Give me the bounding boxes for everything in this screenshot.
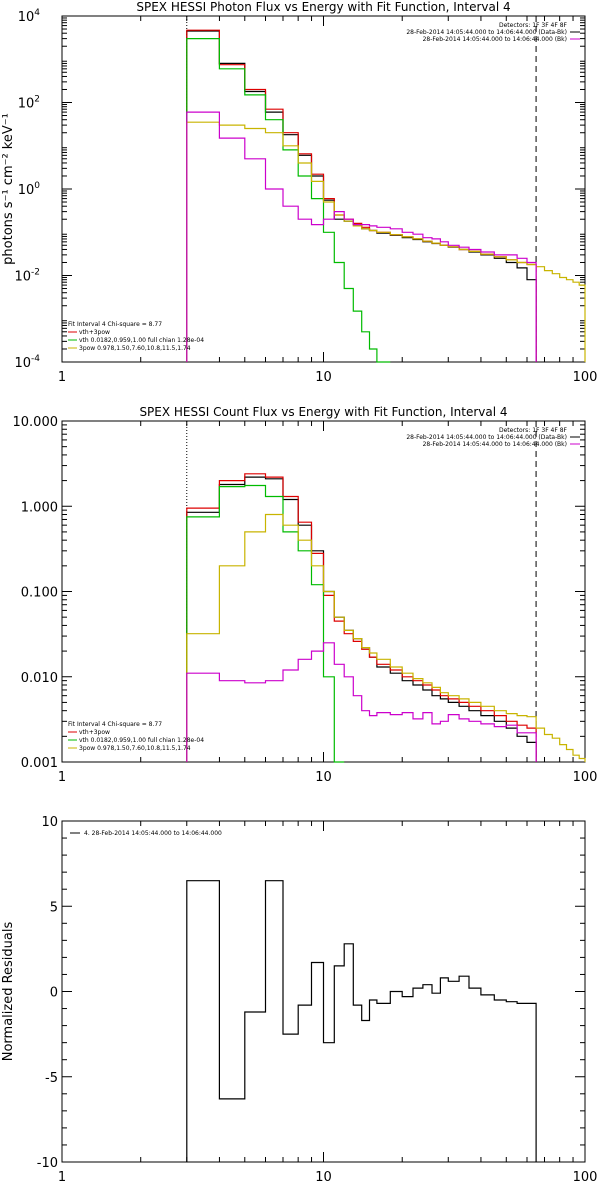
series-0-3-3pow (186, 121, 586, 362)
legend-bottom-left-0-3: 3pow 0.978,1.50,7.60,10.8,11.5,1.74 (79, 345, 191, 352)
x-tick-label-2-0: 1 (58, 1170, 66, 1185)
x-tick-label-1-2: 100 (573, 770, 598, 785)
y-tick-label-2-0: -10 (37, 1156, 58, 1171)
legend-bottom-left-1-1: vth+3pow (79, 729, 110, 736)
series-2-0-4-28-feb-2014-14-05-44-000-to-14-06-44-000 (186, 880, 537, 1162)
y-tick-exponent: -4 (31, 354, 40, 364)
series-1-3-3pow (186, 513, 586, 762)
y-tick-label-1-2: 0.100 (21, 586, 58, 601)
series-0-2-vth (186, 38, 391, 363)
chart-title-0: SPEX HESSI Photon Flux vs Energy with Fi… (136, 0, 510, 14)
y-tick-label-0-3: 102 (18, 95, 40, 112)
y-tick-label-0-2: 100 (18, 181, 41, 198)
y-tick-label-2-1: -5 (45, 1071, 58, 1086)
y-tick-exponent: 4 (34, 8, 40, 18)
series-1-0-data-bk (186, 476, 537, 762)
x-tick-label-2-2: 100 (573, 1170, 598, 1185)
series-1-1-vth-3pow (186, 473, 537, 762)
y-tick-label-0-4: 104 (18, 8, 41, 25)
series-0-4-bk (186, 111, 537, 362)
x-tick-label-1-1: 10 (315, 770, 332, 785)
legend-bottom-left-0-2: vth 0.0182,0.959,1.00 full chian 1.28e-0… (79, 337, 204, 344)
y-tick-exponent: 0 (34, 181, 40, 191)
legend-top-left-2-0: 4. 28-Feb-2014 14:05:44.000 to 14:06:44.… (84, 830, 222, 837)
legend-bottom-left-0-1: vth+3pow (79, 329, 110, 336)
legend-bottom-left-1-2: vth 0.0182,0.959,1.00 full chian 1.28e-0… (79, 737, 204, 744)
y-axis-label-0: photons s⁻¹ cm⁻² keV⁻¹ (1, 113, 16, 265)
y-tick-label-2-4: 10 (41, 815, 58, 830)
x-tick-label-0-0: 1 (58, 370, 66, 385)
y-tick-label-0-0: 10-4 (14, 354, 40, 371)
y-tick-label-0-1: 10-2 (14, 268, 40, 285)
series-1-4-bk (186, 642, 537, 762)
chart-title-1: SPEX HESSI Count Flux vs Energy with Fit… (139, 405, 507, 419)
x-tick-label-0-2: 100 (573, 370, 598, 385)
y-tick-label-1-3: 1.000 (21, 500, 58, 515)
legend-bottom-left-1-0: Fit Interval 4 Chi-square = 8.77 (68, 721, 162, 728)
legend-top-right-1-0: Detectors: 1F 3F 4F 8F (499, 427, 568, 434)
x-tick-label-1-0: 1 (58, 770, 66, 785)
legend-top-right-0-1: 28-Feb-2014 14:05:44.000 to 14:06:44.000… (406, 29, 567, 36)
legend-top-right-1-1: 28-Feb-2014 14:05:44.000 to 14:06:44.000… (406, 434, 567, 441)
y-tick-label-1-0: 0.001 (21, 756, 58, 771)
y-tick-label-2-3: 5 (50, 900, 58, 915)
x-tick-label-2-1: 10 (315, 1170, 332, 1185)
y-tick-exponent: 2 (34, 95, 40, 105)
y-axis-label-2: Normalized Residuals (1, 922, 16, 1062)
legend-top-right-0-0: Detectors: 1F 3F 4F 8F (499, 22, 568, 29)
y-tick-label-1-1: 0.010 (21, 671, 58, 686)
legend-bottom-left-0-0: Fit Interval 4 Chi-square = 8.77 (68, 321, 162, 328)
y-tick-label-1-4: 10.000 (13, 415, 59, 430)
y-tick-exponent: -2 (31, 268, 40, 278)
legend-top-right-0-2: 28-Feb-2014 14:05:44.000 to 14:06:44.000… (423, 36, 567, 43)
legend-bottom-left-1-3: 3pow 0.978,1.50,7.60,10.8,11.5,1.74 (79, 745, 191, 752)
y-tick-label-2-2: 0 (50, 986, 58, 1001)
x-tick-label-0-1: 10 (315, 370, 332, 385)
legend-top-right-1-2: 28-Feb-2014 14:05:44.000 to 14:06:44.000… (423, 441, 567, 448)
